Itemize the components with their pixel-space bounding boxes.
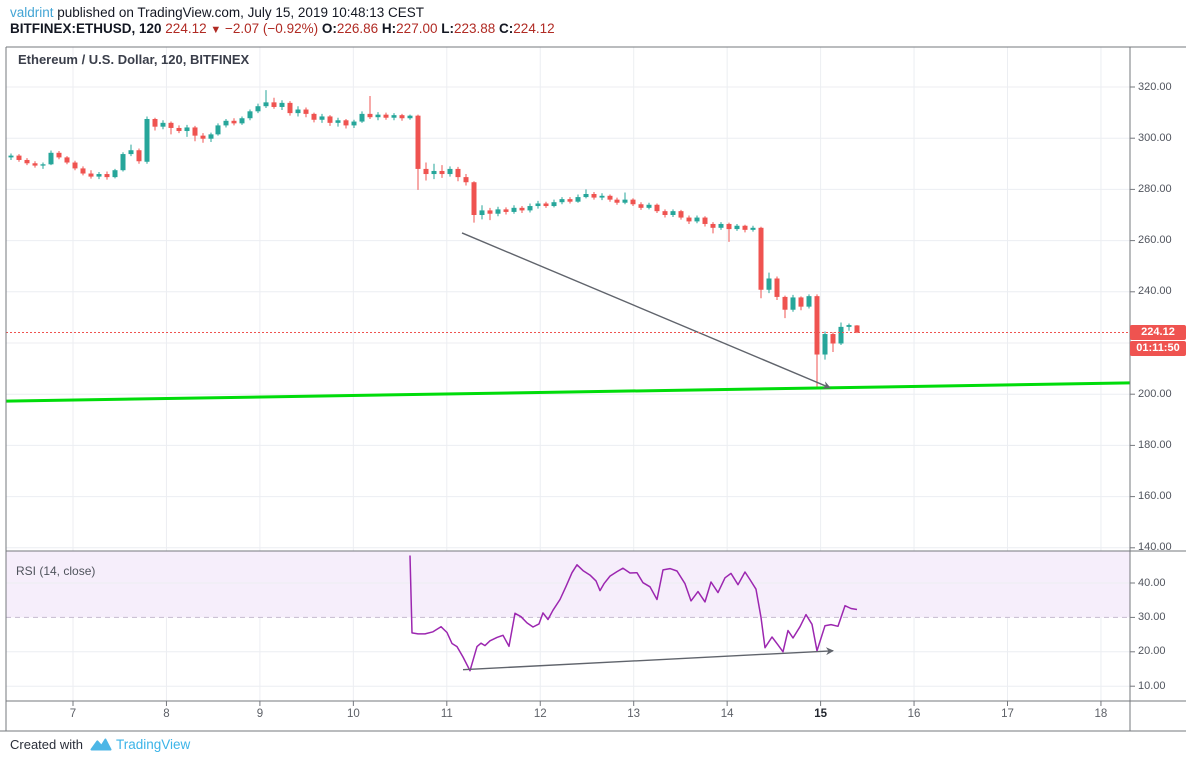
- time-axis-label: 17: [1001, 708, 1014, 720]
- change-text: −2.07 (−0.92%): [225, 21, 319, 36]
- close-label: C:: [499, 21, 514, 36]
- rsi-indicator-label[interactable]: RSI (14, close): [16, 564, 96, 578]
- time-axis-label: 8: [163, 708, 170, 720]
- time-axis-label: 11: [440, 708, 453, 720]
- last-price-tag: 224.12: [1130, 324, 1186, 340]
- price-axis-label: 240.00: [1138, 285, 1172, 298]
- time-axis-label: 14: [720, 708, 734, 720]
- low-label: L:: [441, 21, 454, 36]
- tradingview-brand[interactable]: TradingView: [115, 737, 191, 752]
- price-axis-label: 280.00: [1138, 182, 1172, 195]
- open-label: O:: [321, 21, 337, 36]
- time-axis-label: 7: [69, 708, 77, 720]
- high-label: H:: [381, 21, 397, 36]
- publish-text: published on TradingView.com, July 15, 2…: [53, 5, 425, 20]
- symbol-name: BITFINEX:ETHUSD, 120: [10, 21, 162, 36]
- publish-line: valdrint published on TradingView.com, J…: [10, 5, 424, 20]
- price-axis-label: 140.00: [1138, 541, 1172, 554]
- time-axis-label: 9: [256, 708, 264, 720]
- chart-title: Ethereum / U.S. Dollar, 120, BITFINEX: [18, 52, 250, 67]
- open-value: 226.86: [336, 21, 379, 36]
- attribution: Created with TradingView: [10, 737, 190, 752]
- time-axis-label: 15: [814, 708, 827, 720]
- created-with-text: Created with: [10, 737, 83, 752]
- price-axis-label: 200.00: [1138, 387, 1172, 400]
- rsi-axis-label: 10.00: [1138, 679, 1166, 692]
- low-value: 223.88: [453, 21, 496, 36]
- symbol-line: BITFINEX:ETHUSD, 120 224.12 ▼ −2.07 (−0.…: [10, 21, 555, 36]
- price-axis-label: 260.00: [1138, 234, 1172, 247]
- time-axis-label: 16: [907, 708, 921, 720]
- price-axis-label: 160.00: [1138, 490, 1172, 503]
- high-value: 227.00: [396, 21, 438, 36]
- bar-countdown: 01:11:50: [1130, 340, 1186, 356]
- author-link[interactable]: valdrint: [10, 5, 54, 20]
- tradingview-logo: [90, 738, 112, 751]
- time-axis-label: 18: [1094, 708, 1108, 720]
- price-axis-label: 180.00: [1138, 438, 1172, 451]
- time-axis-label: 13: [627, 708, 641, 720]
- header-last-price: 224.12: [165, 21, 207, 36]
- down-arrow-icon: ▼: [210, 24, 222, 36]
- rsi-axis-label: 20.00: [1138, 645, 1166, 658]
- price-axis-label: 300.00: [1138, 131, 1172, 144]
- time-axis-label: 10: [346, 708, 360, 720]
- price-axis-label: 320.00: [1138, 80, 1172, 93]
- time-axis-label: 12: [533, 708, 547, 720]
- close-value: 224.12: [513, 21, 555, 36]
- rsi-axis-label: 30.00: [1138, 610, 1166, 623]
- rsi-axis-label: 40.00: [1138, 576, 1166, 589]
